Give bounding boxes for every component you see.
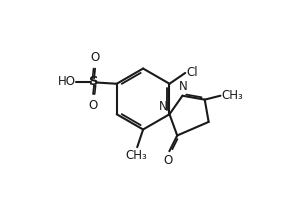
Text: HO: HO <box>58 75 76 88</box>
Text: O: O <box>91 51 100 64</box>
Text: N: N <box>158 100 167 113</box>
Text: N: N <box>179 80 187 93</box>
Text: S: S <box>89 75 99 88</box>
Text: O: O <box>164 154 173 167</box>
Text: CH₃: CH₃ <box>125 149 147 162</box>
Text: O: O <box>89 99 98 111</box>
Text: CH₃: CH₃ <box>221 89 243 102</box>
Text: Cl: Cl <box>186 67 198 79</box>
